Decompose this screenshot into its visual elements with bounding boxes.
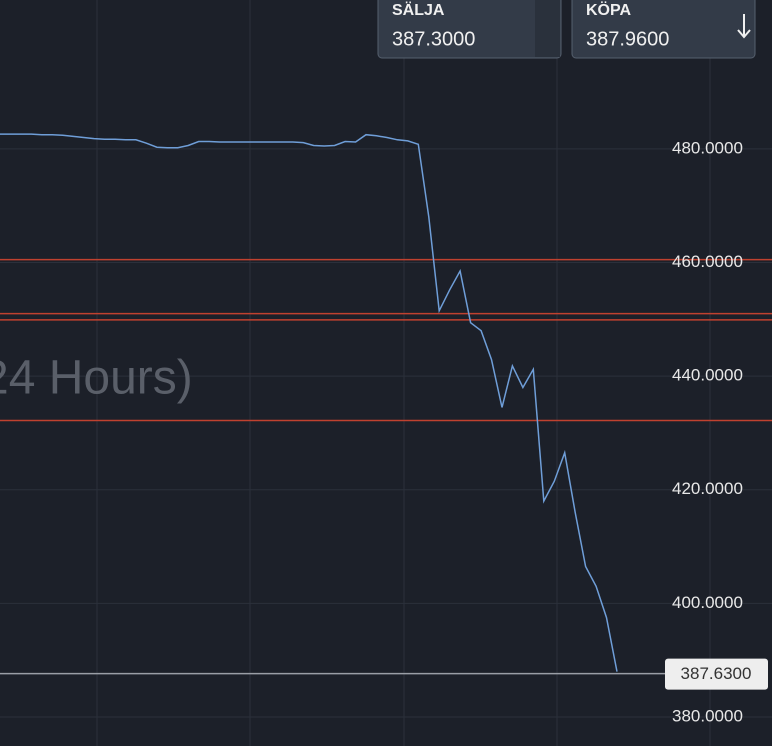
y-tick-label: 440.0000 <box>672 366 743 385</box>
price-line <box>0 133 618 672</box>
current-price-label: 387.6300 <box>681 664 752 683</box>
grid <box>0 148 772 718</box>
y-tick-label: 460.0000 <box>672 252 743 271</box>
buy-price: 387.9600 <box>586 28 669 50</box>
vertical-grid <box>96 0 711 746</box>
sell-label: SÄLJA <box>392 1 445 19</box>
sell-box[interactable] <box>377 0 562 59</box>
y-tick-label: 400.0000 <box>672 593 743 612</box>
current-price-box <box>665 658 768 690</box>
y-tick-label: 480.0000 <box>672 138 743 157</box>
sell-panel[interactable]: SÄLJA 387.3000 <box>377 0 562 59</box>
buy-box[interactable] <box>571 0 756 59</box>
y-tick-label: 420.0000 <box>672 479 743 498</box>
down-arrow-icon <box>737 14 751 39</box>
buy-label: KÖPA <box>586 0 631 19</box>
watermark: 24 Hours) <box>0 352 193 405</box>
y-tick-label: 380.0000 <box>672 707 743 726</box>
sell-price: 387.3000 <box>392 28 475 50</box>
plot <box>0 133 772 675</box>
buy-panel[interactable]: KÖPA 387.9600 <box>571 0 756 59</box>
sell-stripe <box>535 0 560 57</box>
